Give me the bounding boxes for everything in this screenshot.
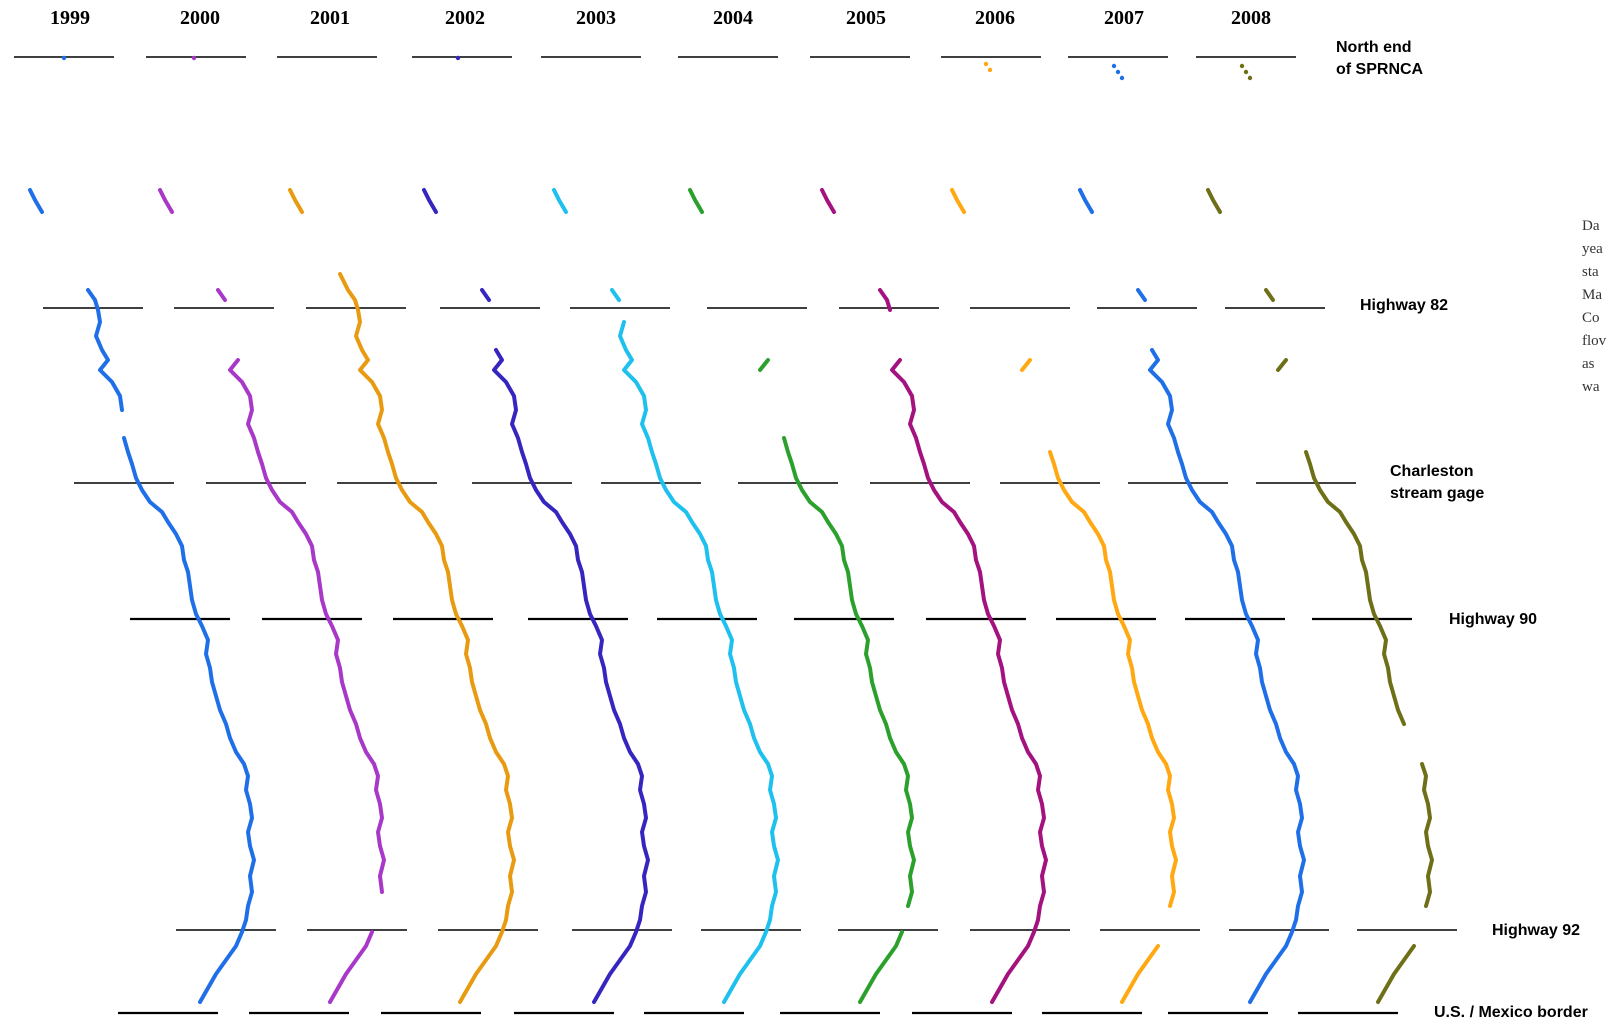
river-segment-2007 <box>1136 288 1147 302</box>
river-segment-2007 <box>1148 348 1306 1004</box>
river-segment-2008 <box>1420 762 1434 908</box>
river-segment-2000 <box>216 288 227 302</box>
north-end-label: North end <box>1336 39 1412 56</box>
river-segment-2000 <box>328 930 374 1004</box>
highway-82-label: Highway 82 <box>1360 297 1448 314</box>
side-note-line-5: Co <box>1582 310 1600 326</box>
year-label-2001: 2001 <box>310 7 350 29</box>
river-dot-north-1999 <box>61 55 67 61</box>
north-end-label-line2: of SPRNCA <box>1336 61 1424 78</box>
river-segment-2008 <box>1276 358 1288 372</box>
river-segment-2008 <box>1304 450 1406 726</box>
river-segment-2005 <box>878 288 892 312</box>
year-label-2007: 2007 <box>1104 7 1144 29</box>
year-label-2008: 2008 <box>1231 7 1271 29</box>
river-segment-2004 <box>858 930 904 1004</box>
river-segment-2005 <box>820 188 836 214</box>
river-dot-north-2008 <box>1243 69 1249 75</box>
river-segment-2008 <box>1376 944 1416 1004</box>
river-dot-north-2006 <box>987 67 993 73</box>
side-note-line-3: sta <box>1582 264 1599 280</box>
river-segment-1999 <box>28 188 44 214</box>
river-segment-2003 <box>552 188 568 214</box>
river-segment-2003 <box>610 288 621 302</box>
river-dot-north-2006 <box>983 61 989 67</box>
river-segment-1999 <box>86 288 124 412</box>
side-note-line-4: Ma <box>1582 287 1602 303</box>
year-label-1999: 1999 <box>50 7 90 29</box>
river-dot-north-2000 <box>191 55 197 61</box>
reference-lines <box>14 56 1457 1015</box>
river-segment-2006 <box>1020 358 1032 372</box>
year-label-2002: 2002 <box>445 7 485 29</box>
river-segment-2008 <box>1264 288 1275 302</box>
charleston-label-line2: stream gage <box>1390 485 1484 502</box>
side-note: Da yea sta Ma Co flov as wa <box>1582 218 1607 395</box>
river-dot-north-2007 <box>1115 69 1121 75</box>
river-segment-1999 <box>122 436 256 1004</box>
river-segment-2004 <box>782 436 916 908</box>
year-label-2003: 2003 <box>576 7 616 29</box>
side-note-line-2: yea <box>1582 241 1603 257</box>
year-label-2005: 2005 <box>846 7 886 29</box>
river-dot-north-2002 <box>455 55 461 61</box>
river-dot-north-2007 <box>1111 63 1117 69</box>
river-segment-2001 <box>288 188 304 214</box>
river-dot-north-2008 <box>1247 75 1253 81</box>
side-note-line-1: Da <box>1582 218 1600 234</box>
river-segment-2006 <box>1048 450 1178 908</box>
river-segment-2000 <box>158 188 174 214</box>
highway-92-label: Highway 92 <box>1492 922 1580 939</box>
river-dot-north-2007 <box>1119 75 1125 81</box>
river-segment-2004 <box>688 188 704 214</box>
side-note-line-8: wa <box>1582 379 1600 395</box>
year-labels: 1999 2000 2001 2002 2003 2004 2005 2006 … <box>50 7 1271 29</box>
side-note-line-6: flov <box>1582 333 1607 349</box>
river-segment-2007 <box>1078 188 1094 214</box>
river-segment-2002 <box>480 288 491 302</box>
year-label-2006: 2006 <box>975 7 1015 29</box>
river-segment-2002 <box>492 348 650 1004</box>
river-dot-north-2008 <box>1239 63 1245 69</box>
side-note-line-7: as <box>1582 356 1595 372</box>
charleston-label: Charleston <box>1390 463 1474 480</box>
river-segment-2000 <box>228 358 386 894</box>
year-label-2000: 2000 <box>180 7 220 29</box>
highway-90-label: Highway 90 <box>1449 611 1537 628</box>
river-segment-2006 <box>950 188 966 214</box>
border-label: U.S. / Mexico border <box>1434 1004 1588 1019</box>
river-segment-2005 <box>890 358 1048 1004</box>
river-segment-2004 <box>758 358 770 372</box>
river-segment-2002 <box>422 188 438 214</box>
river-segment-2008 <box>1206 188 1222 214</box>
river-segment-2001 <box>338 272 516 1004</box>
river-segments <box>28 55 1434 1004</box>
river-segment-2003 <box>618 320 780 1004</box>
landmark-labels: North end of SPRNCA Highway 82 Charlesto… <box>1336 39 1588 1019</box>
river-segment-2006 <box>1120 944 1160 1004</box>
year-label-2004: 2004 <box>713 7 753 29</box>
